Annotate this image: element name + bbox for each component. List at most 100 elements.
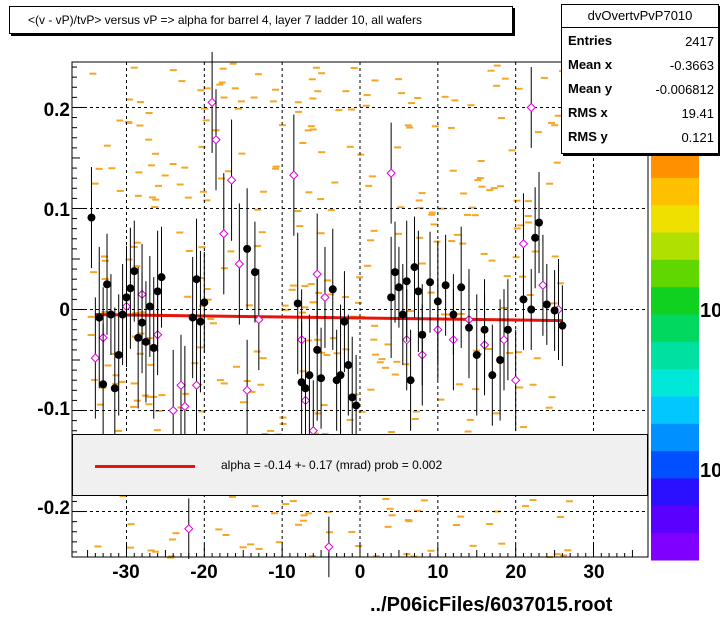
background-cell [299,311,307,314]
background-cell [130,405,138,408]
black-data-point [418,330,427,339]
colorbar-segment [651,259,699,288]
background-cell [308,78,316,81]
background-cell [96,403,104,406]
black-data-point [449,310,458,319]
background-cell [133,241,141,244]
black-data-point [301,384,310,393]
background-cell [486,523,494,526]
black-data-point [110,384,119,393]
background-cell [282,503,290,506]
background-cell [207,317,215,320]
black-data-point [106,310,115,319]
background-cell [384,525,392,528]
background-cell [239,401,247,404]
background-cell [147,363,155,366]
black-data-point [293,299,302,308]
background-cell [178,80,186,83]
background-cell [305,339,313,342]
background-cell [428,213,436,216]
background-cell [437,207,445,210]
background-cell [222,533,230,536]
background-cell [135,171,143,174]
background-cell [393,360,401,363]
background-cell [342,348,350,351]
background-cell [391,373,399,376]
background-cell [551,255,559,258]
stats-value: -0.3663 [669,58,714,73]
background-cell [259,357,267,360]
background-cell [300,514,308,517]
background-cell [524,200,532,203]
background-cell [182,392,190,395]
background-cell [216,83,224,86]
background-cell [496,185,504,188]
background-cell [329,337,337,340]
background-cell [490,187,498,190]
stats-row-entries: Entries 2417 [568,29,714,53]
background-cell [103,144,111,147]
background-cell [540,76,548,79]
background-cell [404,519,412,522]
background-cell [317,198,325,201]
y-tick-label: -0.2 [37,498,70,519]
background-cell [87,333,95,336]
fit-legend-line [95,465,195,468]
background-cell [269,100,277,103]
background-cell [459,242,467,245]
background-cell [317,232,325,235]
background-cell [388,514,396,517]
background-cell [130,66,138,69]
magenta-data-point [289,170,299,180]
black-data-point [122,293,131,302]
background-cell [415,199,423,202]
black-data-point [336,371,345,380]
background-cell [468,206,476,209]
background-cell [382,366,390,369]
black-data-point [480,325,489,334]
background-cell [365,184,373,187]
black-data-point [352,401,361,410]
background-cell [112,374,120,377]
background-cell [94,545,102,548]
black-data-point [192,275,201,284]
background-cell [134,194,142,197]
background-cell [169,69,177,72]
background-cell [136,352,144,355]
black-data-point [542,300,551,309]
title-box: <(v - vP)/tvP> versus vP => alpha for ba… [9,6,513,34]
black-data-point [406,376,415,385]
black-data-point [496,356,505,365]
background-cell [420,499,428,502]
background-cell [166,556,174,559]
background-cell [233,365,241,368]
background-cell [289,284,297,287]
background-cell [493,510,501,513]
background-cell [320,404,328,407]
magenta-data-point [499,335,509,345]
black-data-point [410,263,419,272]
background-cell [301,306,309,309]
background-cell [342,296,350,299]
background-cell [147,164,155,167]
background-cell [146,395,154,398]
magenta-data-point [324,542,334,552]
background-cell [355,545,363,548]
background-cell [185,249,193,252]
black-data-point [138,318,147,327]
background-cell [412,410,420,413]
colorbar-segment [651,341,699,370]
background-cell [112,382,120,385]
background-cell [300,519,308,522]
background-cell [239,546,247,549]
colorbar-segment [651,286,699,315]
background-cell [476,177,484,180]
black-data-point [535,218,544,227]
background-cell [553,161,561,164]
background-cell [289,500,297,503]
background-cell [457,515,465,518]
black-data-point [149,343,158,352]
background-cell [247,543,255,546]
background-cell [449,169,457,172]
background-cell [551,124,559,127]
